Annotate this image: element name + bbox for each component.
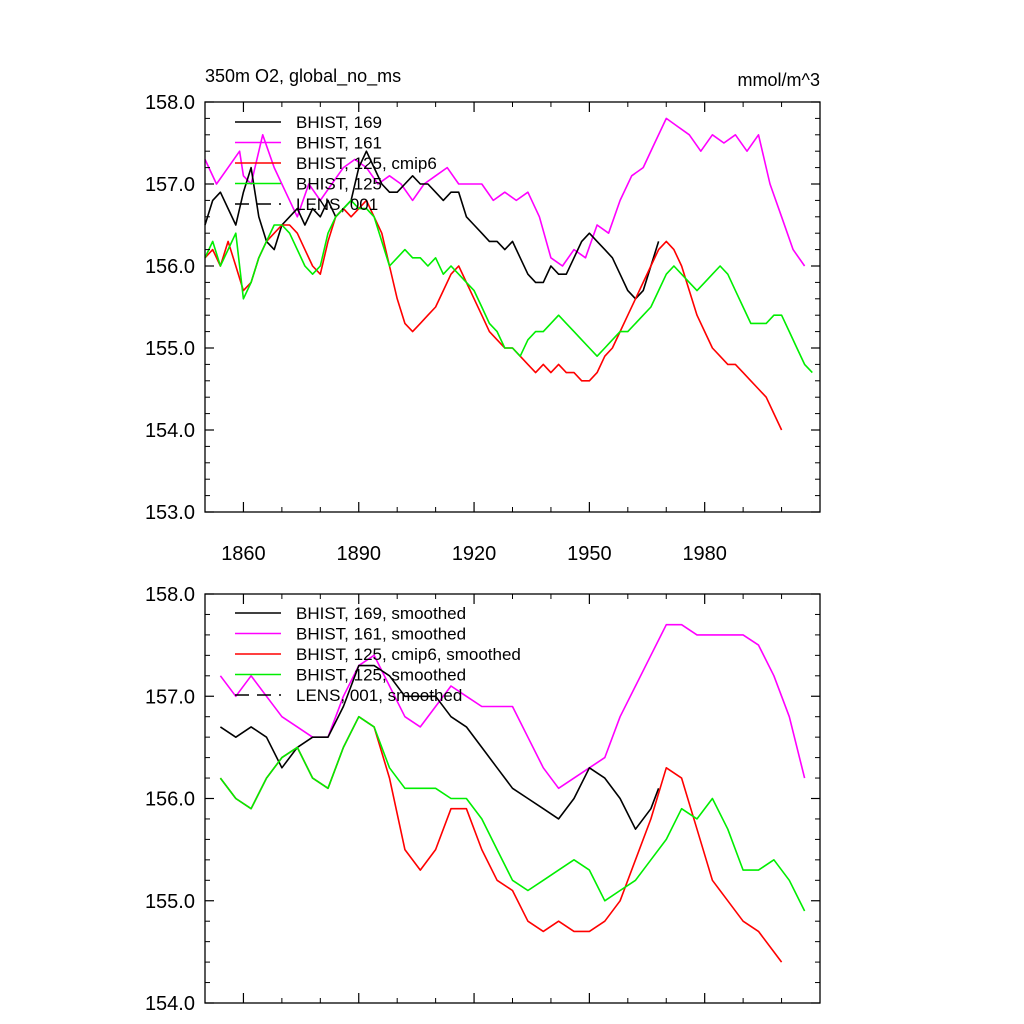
bottom-legend-label: LENS, 001, smoothed [296, 686, 462, 705]
bottom-legend-label: BHIST, 161, smoothed [296, 625, 466, 644]
top-legend-label: BHIST, 161 [296, 134, 382, 153]
top-x-tick-label: 1860 [221, 543, 266, 565]
bottom-legend: BHIST, 169, smoothed BHIST, 161, smoothed… [235, 604, 521, 705]
top-legend-label: BHIST, 125 [296, 175, 382, 194]
top-y-tick-label: 154.0 [145, 420, 195, 442]
bottom-panel: 154.0 155.0 156.0 157.0 158.0 BHIST, 169, sm… [145, 584, 821, 1015]
top-legend-label: BHIST, 125, cmip6 [296, 154, 437, 173]
top-x-tick-label: 1920 [452, 543, 497, 565]
bottom-y-tick-label: 154.0 [145, 993, 195, 1015]
bottom-series-group [219, 623, 806, 963]
bottom-axes: 154.0 155.0 156.0 157.0 158.0 [145, 584, 821, 1015]
top-legend-label: LENS, 001 [296, 195, 378, 214]
top-y-tick-label: 153.0 [145, 502, 195, 524]
top-series-line-3 [204, 199, 813, 374]
bottom-legend-label: BHIST, 125, smoothed [296, 666, 466, 685]
bottom-y-tick-label: 155.0 [145, 891, 195, 913]
top-y-tick-label: 156.0 [145, 256, 195, 278]
chart-title: 350m O2, global_no_ms [205, 66, 401, 87]
top-x-tick-label: 1890 [337, 543, 382, 565]
top-series-group [204, 117, 813, 431]
top-x-tick-label: 1980 [682, 543, 727, 565]
bottom-legend-label: BHIST, 125, cmip6, smoothed [296, 645, 521, 664]
bottom-series-line-1 [219, 664, 660, 831]
top-y-tick-label: 155.0 [145, 338, 195, 360]
top-series-line-0 [204, 117, 806, 267]
top-axes: 153.0 154.0 155.0 156.0 157.0 158.0 1860 1890 19… [145, 92, 821, 565]
top-x-tick-label: 1950 [567, 543, 612, 565]
top-legend-label: BHIST, 169 [296, 113, 382, 132]
top-series-line-1 [204, 150, 660, 300]
bottom-legend-label: BHIST, 169, smoothed [296, 604, 466, 623]
units-label: mmol/m^3 [738, 70, 820, 90]
bottom-series-line-3 [219, 715, 806, 912]
bottom-y-tick-label: 156.0 [145, 789, 195, 811]
bottom-series-line-2 [219, 715, 783, 963]
top-panel: 350m O2, global_no_ms mmol/m^3 153.0 154.… [145, 66, 821, 565]
top-series-line-2 [204, 199, 783, 431]
bottom-y-tick-label: 158.0 [145, 584, 195, 606]
top-y-tick-label: 158.0 [145, 92, 195, 114]
bottom-y-tick-label: 157.0 [145, 686, 195, 708]
top-y-tick-label: 157.0 [145, 174, 195, 196]
